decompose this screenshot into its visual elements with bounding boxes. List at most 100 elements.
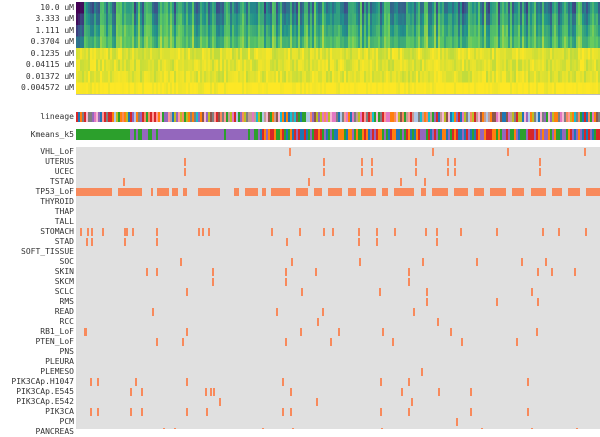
kmeans-cell xyxy=(230,129,232,140)
heatmap-cell xyxy=(182,36,184,49)
heatmap-cell xyxy=(378,59,380,72)
heatmap-cell xyxy=(560,71,562,83)
heatmap-cell xyxy=(202,48,204,60)
lineage-cell xyxy=(496,112,498,122)
heatmap-cell xyxy=(390,25,392,37)
heatmap-cell xyxy=(118,71,120,83)
heatmap-cell xyxy=(414,82,416,95)
heatmap-cell xyxy=(288,82,290,95)
heatmap-cell xyxy=(338,36,340,49)
heatmap-cell xyxy=(284,36,286,49)
feature-mark xyxy=(276,308,278,316)
heatmap-cell xyxy=(580,2,582,14)
heatmap-cell xyxy=(314,36,316,49)
heatmap-cell xyxy=(80,13,82,26)
heatmap-cell xyxy=(316,48,318,60)
heatmap-cell xyxy=(446,2,448,14)
heatmap-cell xyxy=(192,48,194,60)
heatmap-cell xyxy=(362,25,364,37)
heatmap-cell xyxy=(138,13,140,26)
heatmap-cell xyxy=(416,13,418,26)
heatmap-cell xyxy=(530,25,532,37)
heatmap-cell xyxy=(384,48,386,60)
heatmap-cell xyxy=(308,48,310,60)
heatmap-cell xyxy=(368,2,370,14)
kmeans-cell xyxy=(400,129,402,140)
feature-mark xyxy=(90,408,92,416)
kmeans-cell xyxy=(410,129,412,140)
heatmap-cell xyxy=(84,71,86,83)
heatmap-cell xyxy=(420,82,422,95)
feature-mark xyxy=(97,378,99,386)
lineage-cell xyxy=(146,112,148,122)
heatmap-cell xyxy=(320,13,322,26)
heatmap-cell xyxy=(278,71,280,83)
heatmap-cell xyxy=(510,59,512,72)
heatmap-cell xyxy=(272,25,274,37)
heatmap-cell xyxy=(304,36,306,49)
kmeans-cell xyxy=(442,129,444,140)
kmeans-cell xyxy=(554,129,556,140)
heatmap-cell xyxy=(566,13,568,26)
heatmap-cell xyxy=(314,71,316,83)
heatmap-cell xyxy=(420,25,422,37)
heatmap-cell xyxy=(336,25,338,37)
lineage-cell xyxy=(172,112,174,122)
heatmap-cell xyxy=(508,25,510,37)
kmeans-cell xyxy=(474,129,476,140)
kmeans-cell xyxy=(304,129,306,140)
lineage-cell xyxy=(102,112,104,122)
heatmap-cell xyxy=(578,36,580,49)
lineage-cell xyxy=(382,112,384,122)
heatmap-cell xyxy=(586,59,588,72)
heatmap-cell xyxy=(152,2,154,14)
heatmap-cell xyxy=(448,2,450,14)
heatmap-cell xyxy=(448,13,450,26)
lineage-cell xyxy=(182,112,184,122)
heatmap-cell xyxy=(536,82,538,95)
lineage-cell xyxy=(230,112,232,122)
heatmap-cell xyxy=(114,36,116,49)
heatmap-cell xyxy=(216,25,218,37)
heatmap-cell xyxy=(554,59,556,72)
heatmap-cell xyxy=(104,59,106,72)
lineage-cell xyxy=(412,112,414,122)
feature-mark xyxy=(568,188,580,196)
heatmap-cell xyxy=(86,71,88,83)
lineage-cell xyxy=(550,112,552,122)
heatmap-cell xyxy=(268,25,270,37)
heatmap-cell xyxy=(400,82,402,95)
kmeans-cell xyxy=(426,129,428,140)
heatmap-cell xyxy=(516,82,518,95)
heatmap-cell xyxy=(126,71,128,83)
heatmap-cell xyxy=(118,25,120,37)
heatmap-cell xyxy=(264,59,266,72)
heatmap-cell xyxy=(584,36,586,49)
lineage-cell xyxy=(366,112,368,122)
heatmap-cell xyxy=(316,59,318,72)
lineage-cell xyxy=(86,112,88,122)
kmeans-cell xyxy=(342,129,344,140)
heatmap-cell xyxy=(548,25,550,37)
heatmap-cell xyxy=(368,25,370,37)
heatmap-cell xyxy=(594,59,596,72)
heatmap-cell xyxy=(90,2,92,14)
heatmap-cell xyxy=(540,59,542,72)
heatmap-cell xyxy=(92,25,94,37)
feature-label: TSTAD xyxy=(49,177,74,186)
kmeans-cell xyxy=(384,129,386,140)
heatmap-cell xyxy=(262,36,264,49)
heatmap-cell xyxy=(464,25,466,37)
heatmap-cell xyxy=(158,2,160,14)
heatmap-cell xyxy=(230,48,232,60)
heatmap-cell xyxy=(438,82,440,95)
heatmap-cell xyxy=(174,48,176,60)
heatmap-cell xyxy=(306,59,308,72)
lineage-cell xyxy=(454,112,456,122)
heatmap-cell xyxy=(526,25,528,37)
heatmap-cell xyxy=(292,71,294,83)
heatmap-cell xyxy=(254,48,256,60)
heatmap-cell xyxy=(570,25,572,37)
heatmap-cell xyxy=(200,36,202,49)
heatmap-cell xyxy=(180,71,182,83)
